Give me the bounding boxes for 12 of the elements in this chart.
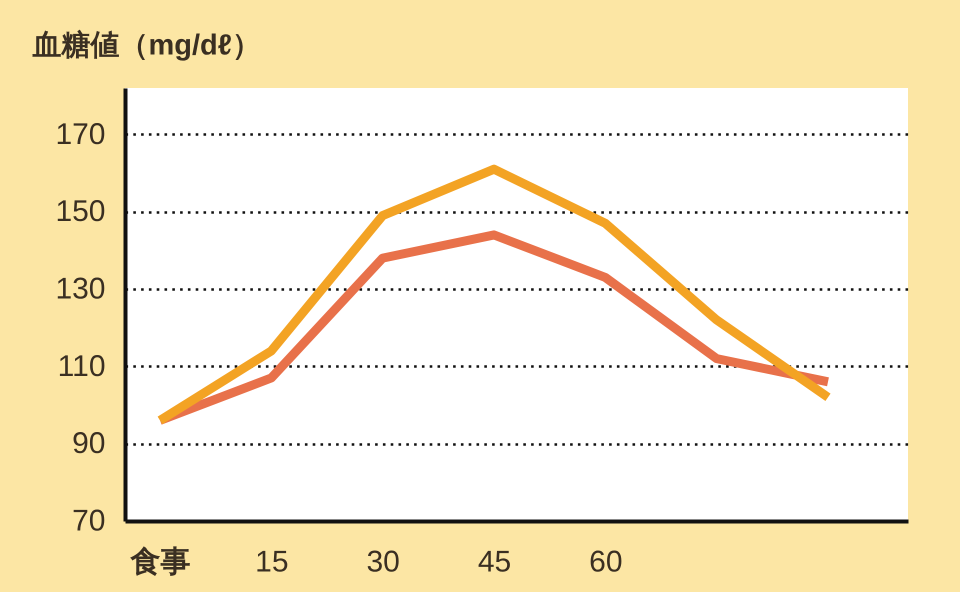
y-tick-label: 70 bbox=[72, 504, 106, 538]
y-tick-label: 170 bbox=[55, 118, 106, 151]
x-tick-label: 15 bbox=[255, 546, 289, 578]
x-tick-label: 45 bbox=[478, 546, 512, 578]
y-tick-label: 110 bbox=[58, 350, 106, 383]
x-tick-label: 60 bbox=[589, 546, 623, 578]
y-tick-label: 90 bbox=[72, 427, 106, 460]
y-tick-label: 150 bbox=[55, 195, 106, 228]
x-tick-label: 30 bbox=[366, 546, 400, 578]
y-tick-label: 130 bbox=[55, 272, 106, 306]
y-axis-title: 血糖値（mg/dℓ） bbox=[32, 30, 261, 62]
x-tick-label: 食事 bbox=[130, 546, 190, 578]
